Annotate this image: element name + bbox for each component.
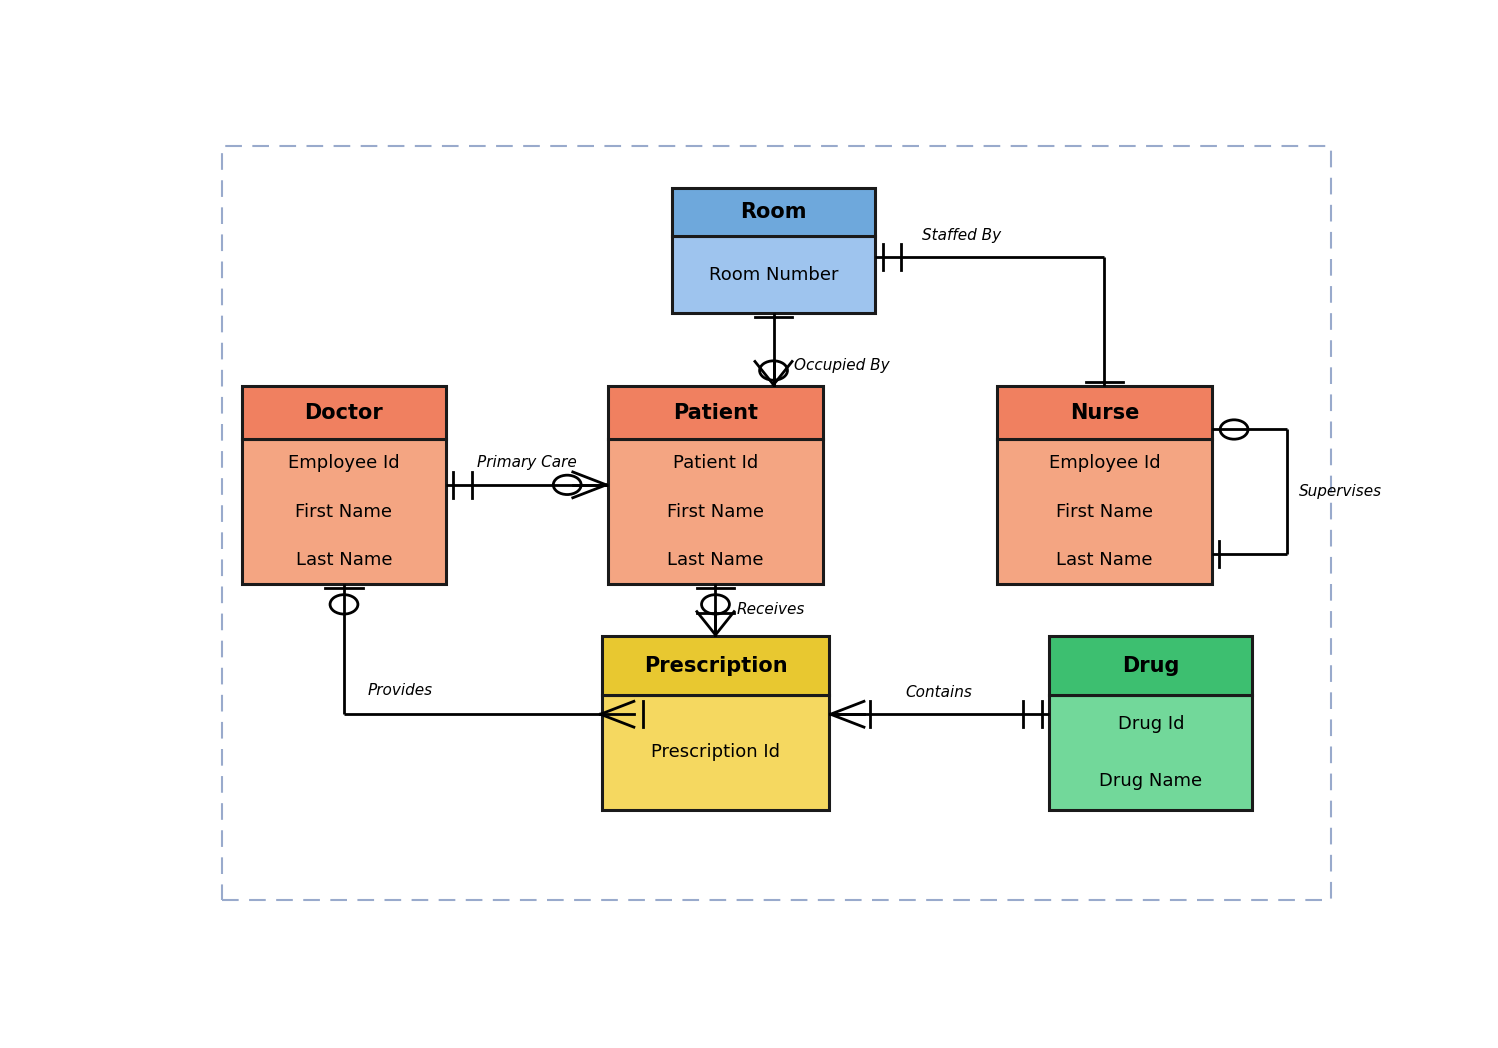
Bar	[602, 695, 828, 810]
Text: Last Name: Last Name	[1056, 550, 1152, 569]
Bar	[608, 386, 822, 439]
Text: Last Name: Last Name	[295, 550, 392, 569]
Text: Doctor: Doctor	[304, 402, 383, 422]
Bar	[998, 439, 1212, 584]
Bar	[998, 386, 1212, 439]
Text: Last Name: Last Name	[667, 550, 764, 569]
Text: Drug Name: Drug Name	[1100, 772, 1203, 790]
Text: Contains: Contains	[905, 684, 972, 700]
Text: Occupied By: Occupied By	[794, 358, 890, 373]
Text: Receives: Receives	[737, 603, 804, 617]
Bar	[1049, 695, 1252, 810]
Text: Staffed By: Staffed By	[921, 227, 1001, 242]
Text: First Name: First Name	[295, 503, 392, 521]
Text: Employee Id: Employee Id	[288, 455, 400, 473]
Text: Patient Id: Patient Id	[673, 455, 758, 473]
Text: Room Number: Room Number	[709, 265, 839, 284]
Bar	[673, 189, 875, 236]
Text: Room: Room	[740, 202, 807, 222]
Bar	[602, 636, 828, 695]
Text: Supervises: Supervises	[1299, 484, 1383, 499]
Text: Prescription: Prescription	[644, 656, 788, 676]
Bar	[1049, 636, 1252, 695]
Text: Provides: Provides	[367, 683, 433, 698]
Bar	[243, 386, 445, 439]
Text: First Name: First Name	[1056, 503, 1153, 521]
Text: Drug Id: Drug Id	[1118, 715, 1183, 733]
Text: Prescription Id: Prescription Id	[652, 743, 780, 762]
Text: First Name: First Name	[667, 503, 764, 521]
Text: Employee Id: Employee Id	[1049, 455, 1161, 473]
Bar	[243, 439, 445, 584]
Bar	[608, 439, 822, 584]
Bar	[673, 236, 875, 313]
Text: Drug: Drug	[1122, 656, 1179, 676]
Text: Primary Care: Primary Care	[476, 455, 577, 471]
Text: Nurse: Nurse	[1070, 402, 1138, 422]
Text: Patient: Patient	[673, 402, 758, 422]
